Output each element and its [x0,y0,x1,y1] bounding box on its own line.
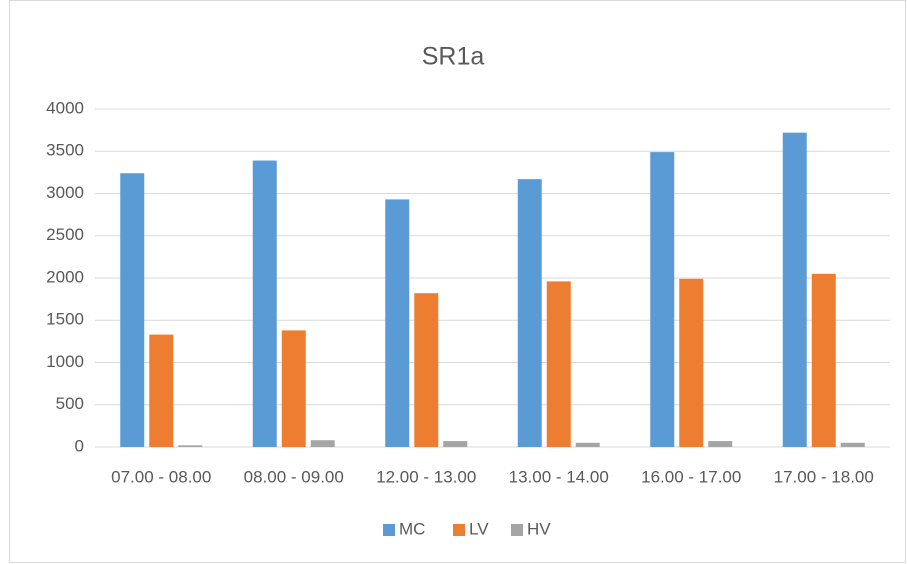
bar [575,442,600,447]
y-tick-label: 500 [56,394,84,413]
legend-swatch [511,524,523,536]
bar [650,152,675,447]
y-tick-label: 0 [75,436,84,455]
bar [414,293,439,447]
x-tick-label: 12.00 - 13.00 [376,467,476,486]
bar [811,273,836,447]
bar [149,334,174,447]
x-tick-label: 17.00 - 18.00 [774,467,874,486]
y-tick-label: 4000 [46,98,84,117]
bar [840,442,865,447]
bar [782,132,807,447]
legend-label: MC [399,519,425,538]
bar [708,441,733,447]
x-tick-label: 08.00 - 09.00 [244,467,344,486]
bar [443,441,468,447]
bar [120,173,145,447]
bar [517,179,542,447]
bar [310,440,335,447]
legend-label: LV [469,519,489,538]
bar [546,281,571,447]
chart-title: SR1a [422,43,485,71]
y-tick-label: 2000 [46,267,84,286]
x-tick-label: 16.00 - 17.00 [641,467,741,486]
bar [385,199,410,447]
chart-border [9,0,906,563]
x-tick-label: 13.00 - 14.00 [509,467,609,486]
bar [178,445,203,447]
y-tick-label: 2500 [46,225,84,244]
bar [679,278,704,447]
y-tick-label: 1000 [46,352,84,371]
y-tick-label: 3500 [46,141,84,160]
legend-swatch [383,524,395,536]
x-tick-label: 07.00 - 08.00 [111,467,211,486]
legend-label: HV [527,519,551,538]
legend-swatch [453,524,465,536]
y-tick-label: 1500 [46,310,84,329]
bar [281,330,306,447]
y-tick-label: 3000 [46,183,84,202]
bar [252,160,277,448]
